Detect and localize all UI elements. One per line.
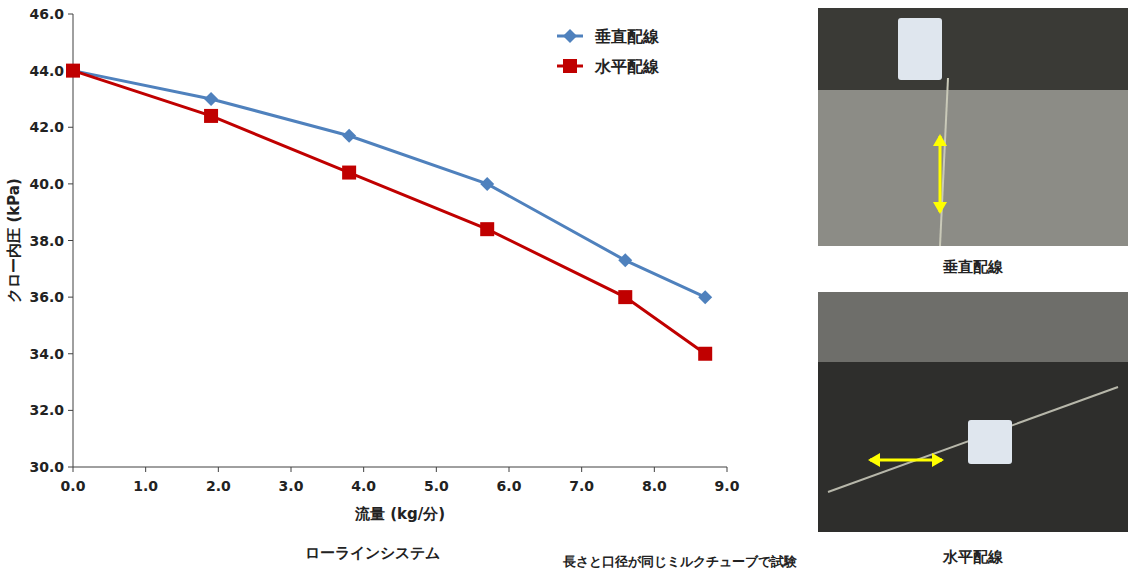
x-tick-label: 8.0: [642, 478, 667, 494]
x-tick-label: 6.0: [497, 478, 522, 494]
x-tick-label: 0.0: [61, 478, 86, 494]
x-tick: [73, 467, 74, 472]
axes: 30.0 32.0 34.0 36.0 38.0 40.0 42.0 44.0 46.0 0.0 1…: [29, 6, 739, 494]
y-tick: [68, 127, 73, 128]
photo-background: [818, 8, 1128, 246]
y-tick: [68, 240, 73, 241]
y-tick: [68, 14, 73, 15]
x-tick: [509, 467, 510, 472]
data-point: [480, 177, 494, 191]
photo-arrow: [939, 136, 942, 212]
x-tick: [145, 467, 146, 472]
y-tick: [68, 410, 73, 411]
x-tick: [654, 467, 655, 472]
y-tick-label: 30.0: [29, 459, 64, 475]
x-tick-label: 4.0: [351, 478, 376, 494]
photo-card: [968, 420, 1012, 464]
y-tick-label: 44.0: [29, 63, 64, 79]
x-tick-label: 5.0: [424, 478, 449, 494]
y-tick: [68, 183, 73, 184]
photo-arrow: [870, 459, 942, 462]
y-tick-label: 46.0: [29, 6, 64, 22]
y-tick: [68, 467, 73, 468]
data-point: [204, 109, 218, 123]
x-tick-label: 7.0: [569, 478, 594, 494]
x-tick: [218, 467, 219, 472]
plot-area: [66, 64, 712, 361]
data-point: [204, 92, 218, 106]
caption: ローラインシステム: [305, 544, 440, 562]
photo-arrow-head: [932, 453, 944, 467]
photo-caption: 水平配線: [942, 548, 1004, 566]
chart-root: 30.0 32.0 34.0 36.0 38.0 40.0 42.0 44.0 46.0 0.0 1…: [0, 0, 1136, 577]
photo-tube: [940, 78, 948, 246]
series: [66, 64, 712, 361]
y-axis-title: クロー内圧 (kPa): [5, 178, 23, 303]
photo-arrow-head: [933, 202, 947, 214]
photo-background: [818, 292, 1128, 532]
y-tick: [68, 297, 73, 298]
y-tick-label: 32.0: [29, 402, 64, 418]
data-point: [480, 222, 494, 236]
x-tick: [581, 467, 582, 472]
legend-marker: [563, 29, 577, 43]
y-tick-label: 36.0: [29, 289, 64, 305]
x-tick: [363, 467, 364, 472]
data-point: [618, 253, 632, 267]
x-axis-line: [73, 467, 727, 468]
legend: 垂直配線水平配線: [557, 27, 660, 76]
data-point: [698, 290, 712, 304]
data-point: [342, 129, 356, 143]
legend-label: 垂直配線: [594, 27, 660, 46]
data-point: [618, 290, 632, 304]
legend-marker: [563, 59, 577, 73]
x-tick-label: 2.0: [206, 478, 231, 494]
x-tick: [436, 467, 437, 472]
y-tick: [68, 353, 73, 354]
photo: [818, 8, 1128, 246]
data-point: [342, 166, 356, 180]
photo-panel: [818, 292, 1128, 362]
y-tick-label: 34.0: [29, 346, 64, 362]
series-line: [73, 71, 705, 298]
note: 長さと口径が同じミルクチューブで試験: [562, 554, 798, 569]
y-tick-label: 42.0: [29, 119, 64, 135]
y-tick-label: 38.0: [29, 233, 64, 249]
y-tick-label: 40.0: [29, 176, 64, 192]
data-point: [66, 64, 80, 78]
series-line: [73, 71, 705, 354]
x-tick: [727, 467, 728, 472]
legend-label: 水平配線: [594, 57, 660, 76]
x-tick-label: 1.0: [133, 478, 158, 494]
data-point: [66, 64, 80, 78]
data-point: [698, 347, 712, 361]
photo-panel: [818, 90, 1128, 246]
photo-arrow-head: [868, 453, 880, 467]
photo-tube: [828, 387, 1118, 492]
x-axis-title: 流量 (kg/分): [354, 505, 445, 523]
photo-arrow-head: [933, 134, 947, 146]
x-tick-label: 9.0: [715, 478, 740, 494]
x-tick-label: 3.0: [279, 478, 304, 494]
photo: [818, 292, 1128, 532]
photo-card: [898, 18, 942, 80]
x-tick: [291, 467, 292, 472]
photo-caption: 垂直配線: [942, 258, 1004, 276]
